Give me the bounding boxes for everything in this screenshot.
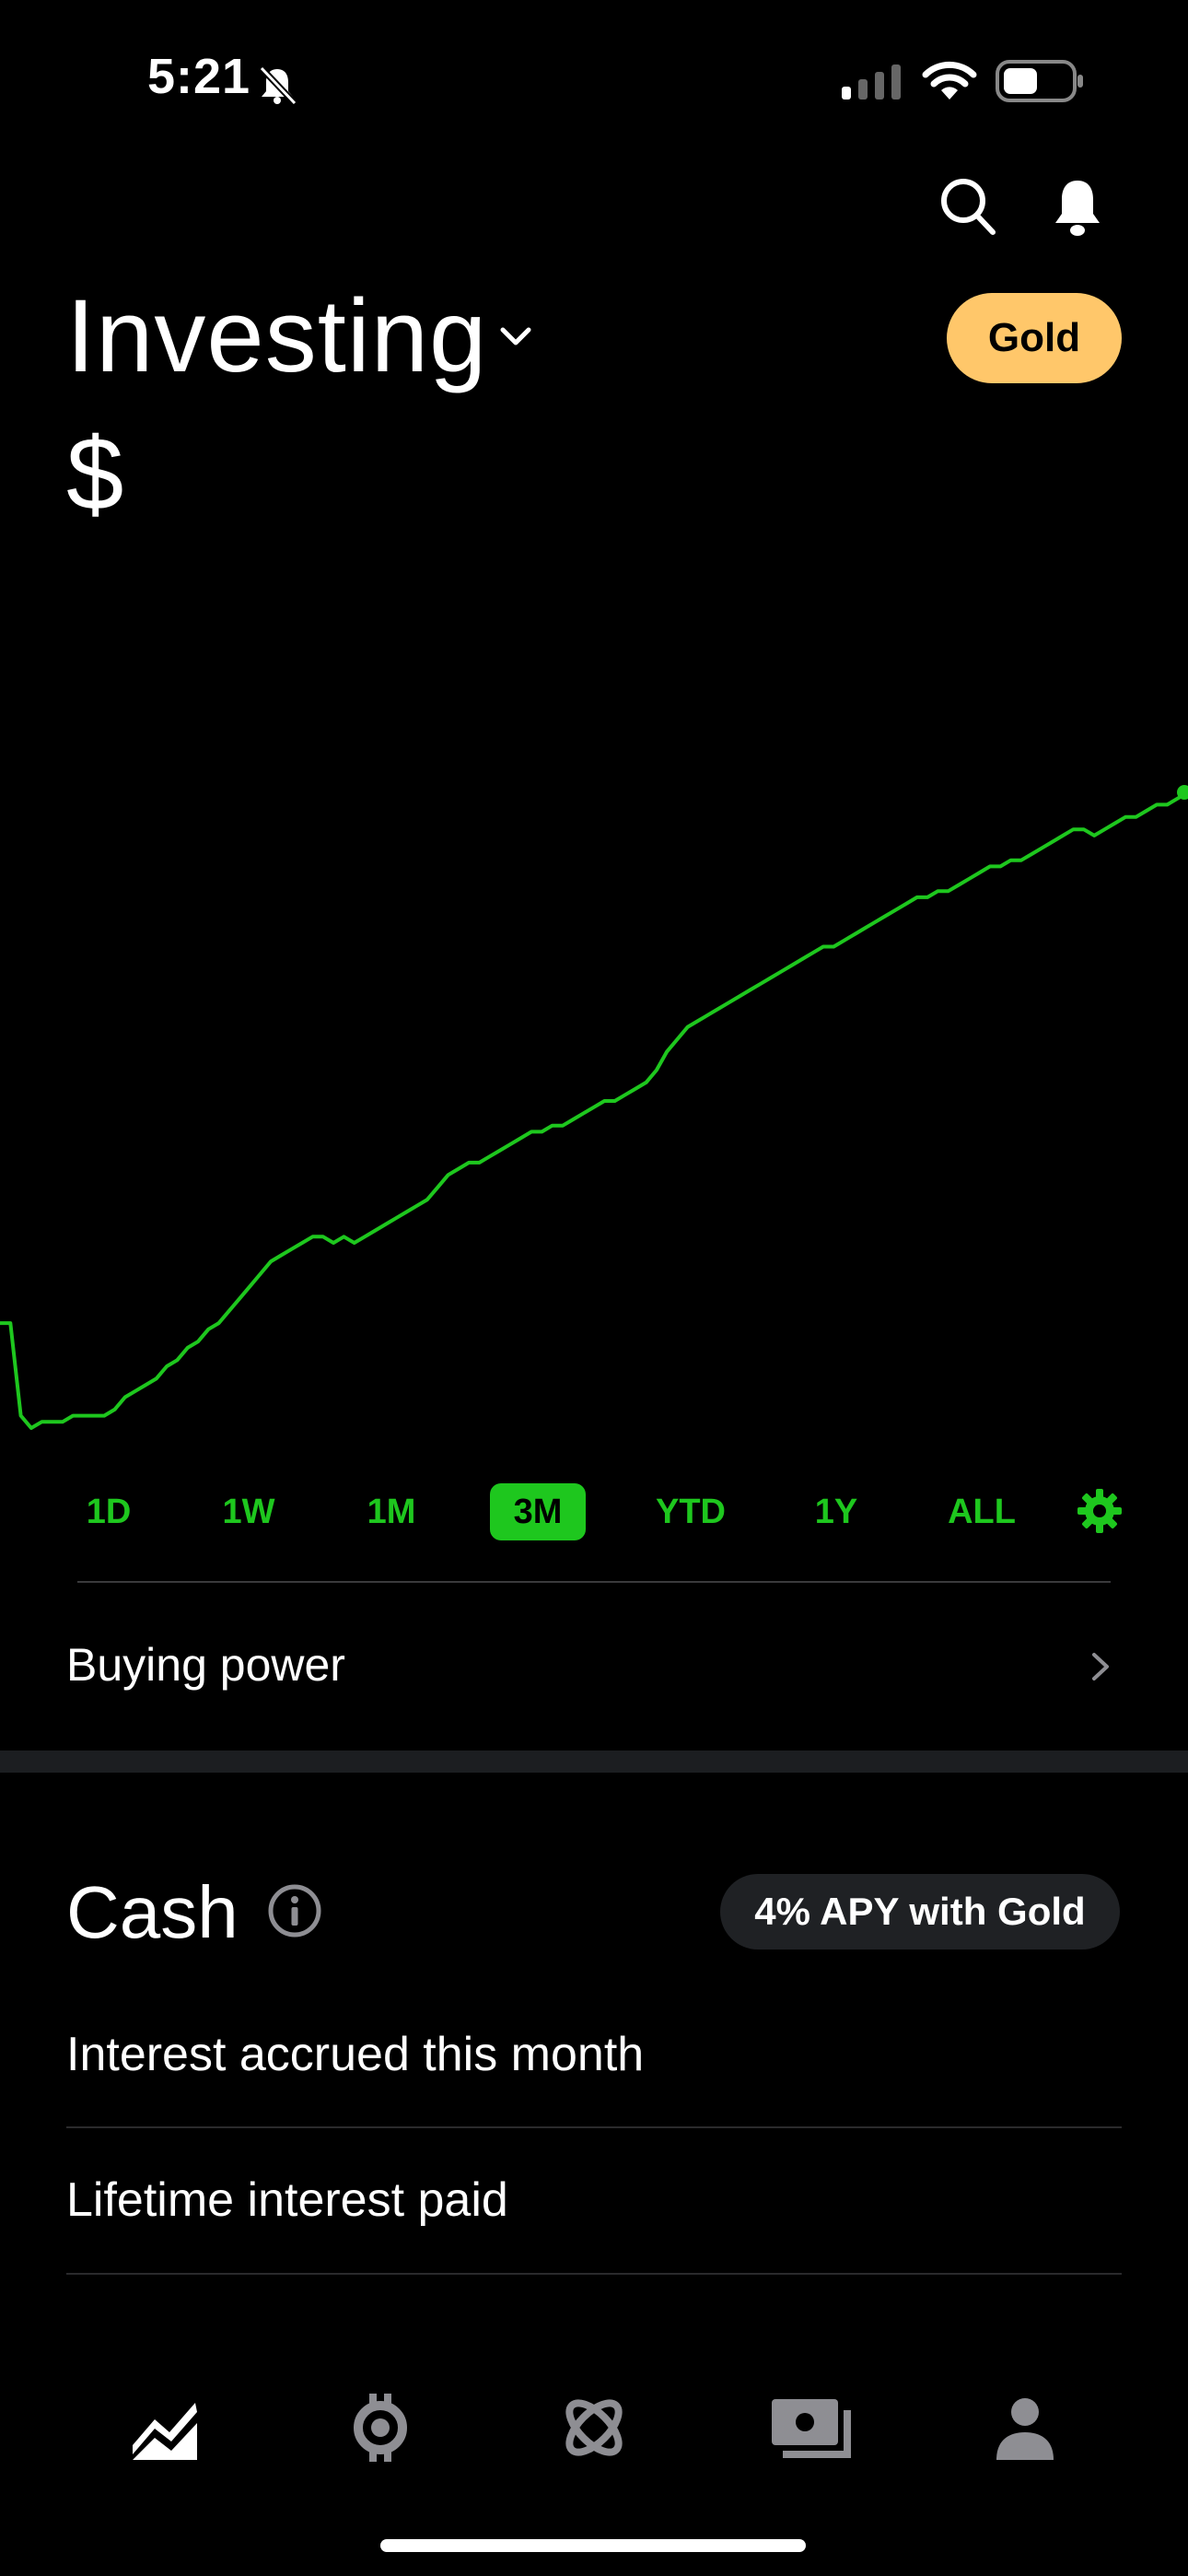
discover-icon[interactable] [553, 2386, 635, 2469]
range-1w[interactable]: 1W [222, 1492, 275, 1531]
account-icon[interactable] [984, 2386, 1066, 2469]
silent-bell-icon [259, 65, 297, 106]
portfolio-chart[interactable] [0, 774, 1188, 1456]
range-3m[interactable]: 3M [490, 1483, 586, 1540]
gold-button[interactable]: Gold [947, 293, 1122, 383]
status-time: 5:21 [147, 49, 251, 104]
chevron-right-icon[interactable] [1085, 1651, 1116, 1682]
lifetime-interest-label: Lifetime interest paid [66, 2173, 508, 2227]
portfolio-value: $ [66, 416, 124, 532]
search-icon[interactable] [939, 177, 996, 236]
buying-power-label[interactable]: Buying power [66, 1639, 345, 1691]
info-icon[interactable] [267, 1883, 322, 1938]
range-all[interactable]: ALL [948, 1492, 1016, 1531]
crypto-icon[interactable] [339, 2386, 422, 2469]
cash-title: Cash [66, 1871, 239, 1953]
range-1m[interactable]: 1M [367, 1492, 416, 1531]
chevron-down-icon[interactable] [497, 318, 534, 355]
chart-series-line [0, 790, 1188, 1430]
battery-icon [996, 60, 1083, 102]
chart-icon[interactable] [123, 2386, 206, 2469]
range-ytd[interactable]: YTD [656, 1492, 726, 1531]
range-1d[interactable]: 1D [86, 1492, 132, 1531]
home-indicator [380, 2539, 806, 2552]
divider [77, 1581, 1111, 1583]
signal-icon [842, 64, 901, 100]
interest-accrued-label: Interest accrued this month [66, 2028, 645, 2081]
row-divider [66, 2126, 1122, 2128]
apy-badge[interactable]: 4% APY with Gold [720, 1874, 1120, 1950]
settings-gear-icon[interactable] [1076, 1487, 1124, 1535]
wifi-icon [922, 61, 977, 100]
notification-bell-icon[interactable] [1050, 175, 1105, 240]
chart-last-point [1177, 785, 1188, 800]
cash-icon[interactable] [768, 2386, 855, 2469]
row-divider [66, 2273, 1122, 2275]
page-title[interactable]: Investing [66, 278, 488, 393]
tab-bar [0, 2340, 1188, 2576]
section-separator [0, 1751, 1188, 1773]
range-1y[interactable]: 1Y [814, 1492, 858, 1531]
